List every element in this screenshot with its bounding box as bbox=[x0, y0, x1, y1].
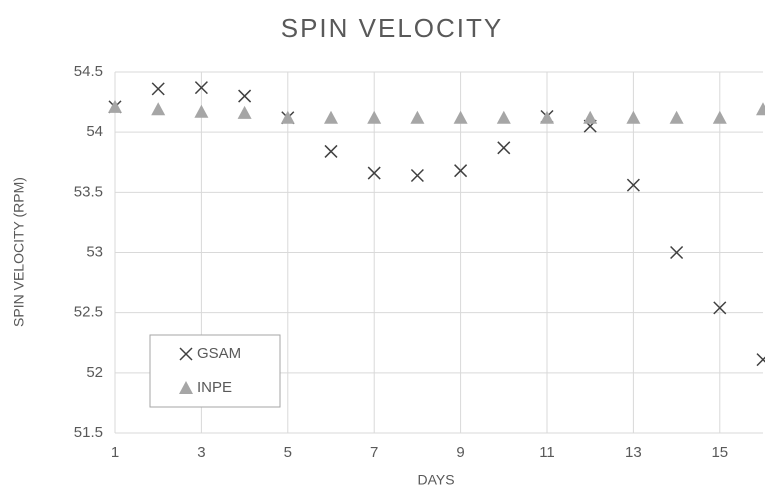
marker-triangle bbox=[540, 110, 554, 124]
marker-x bbox=[670, 245, 684, 260]
legend-label: GSAM bbox=[197, 345, 241, 362]
marker-x bbox=[367, 166, 381, 180]
chart-title: SPIN VELOCITY bbox=[281, 13, 504, 43]
x-tick-label: 3 bbox=[197, 444, 205, 461]
marker-x bbox=[756, 353, 765, 367]
x-tick-label: 7 bbox=[370, 444, 378, 461]
marker-x bbox=[454, 164, 468, 178]
marker-x bbox=[151, 82, 165, 96]
marker-triangle bbox=[453, 110, 468, 124]
marker-x bbox=[194, 81, 208, 95]
y-tick-label: 54.5 bbox=[74, 63, 103, 80]
marker-triangle bbox=[151, 102, 166, 116]
y-tick-label: 53 bbox=[86, 243, 103, 260]
marker-triangle bbox=[583, 110, 598, 124]
y-tick-label: 52.5 bbox=[74, 304, 103, 321]
marker-triangle bbox=[712, 110, 727, 124]
legend-box bbox=[149, 334, 281, 408]
y-axis-title: SPIN VELOCITY (RPM) bbox=[11, 177, 27, 327]
marker-triangle bbox=[179, 381, 193, 394]
marker-triangle bbox=[280, 110, 295, 124]
marker-triangle bbox=[108, 99, 122, 113]
x-tick-label: 5 bbox=[284, 444, 292, 461]
y-tick-label: 52 bbox=[86, 364, 103, 381]
y-tick-label: 54 bbox=[86, 123, 103, 140]
marker-triangle bbox=[237, 105, 252, 119]
marker-x bbox=[497, 141, 511, 155]
legend-label: INPE bbox=[197, 379, 232, 396]
marker-triangle bbox=[496, 110, 511, 124]
x-tick-label: 15 bbox=[711, 444, 728, 461]
marker-triangle bbox=[626, 110, 641, 124]
y-tick-label: 53.5 bbox=[74, 183, 103, 200]
y-tick-label: 51.5 bbox=[74, 424, 103, 441]
x-axis-title: DAYS bbox=[417, 472, 454, 488]
marker-triangle bbox=[410, 110, 425, 124]
marker-triangle bbox=[756, 102, 765, 116]
x-tick-label: 13 bbox=[625, 444, 642, 461]
marker-triangle bbox=[669, 110, 684, 124]
marker-x bbox=[324, 144, 338, 158]
marker-triangle bbox=[324, 110, 338, 124]
marker-x bbox=[179, 347, 193, 361]
marker-x bbox=[238, 89, 252, 103]
marker-x bbox=[626, 178, 640, 192]
marker-triangle bbox=[194, 104, 209, 118]
x-tick-label: 9 bbox=[456, 444, 464, 461]
marker-x bbox=[410, 168, 424, 183]
x-tick-label: 11 bbox=[539, 444, 555, 461]
x-tick-label: 1 bbox=[111, 444, 119, 461]
marker-x bbox=[713, 301, 727, 315]
marker-triangle bbox=[367, 110, 382, 124]
